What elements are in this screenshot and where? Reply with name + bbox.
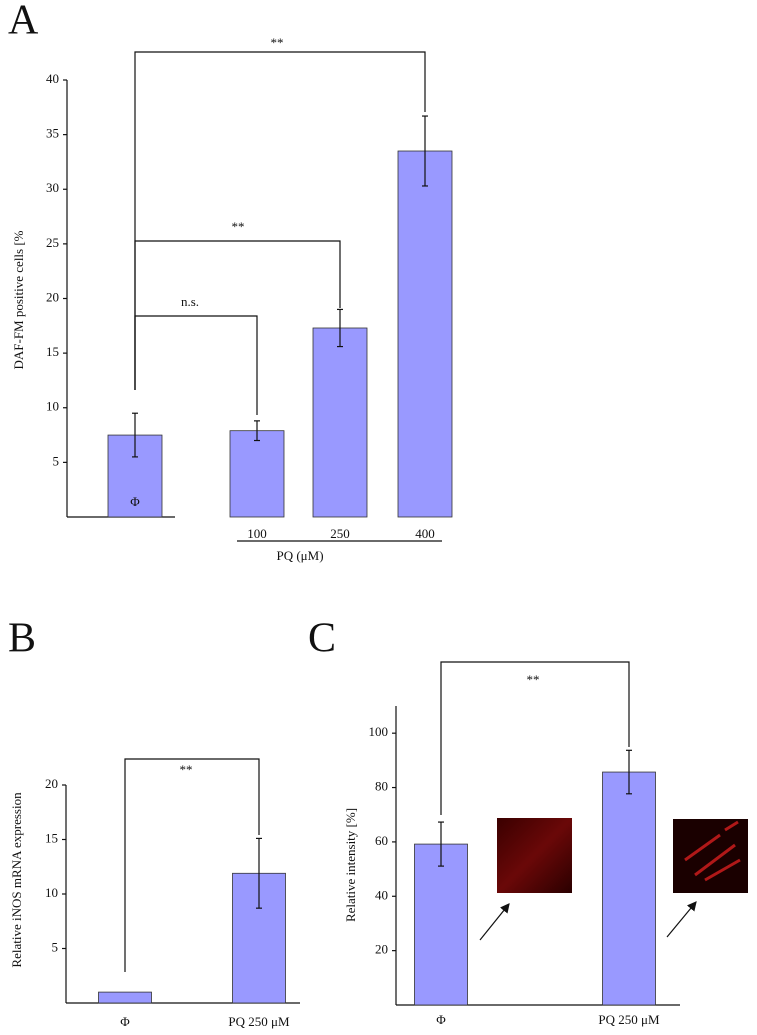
bar [229,430,285,518]
arrow [666,901,697,938]
bar [312,327,368,518]
panel-letter: C [308,616,336,662]
x-tick-label: Φ [436,1012,446,1027]
significance-label: ** [527,672,540,687]
y-axis-label: DAF-FM positive cells [% [11,230,26,369]
x-tick-label: 400 [415,526,435,541]
y-tick-label: 40 [375,887,388,902]
arrow [479,903,510,941]
bar [397,150,453,518]
x-tick-label: 100 [247,526,267,541]
bar [414,843,468,1006]
bar [98,991,152,1004]
micrograph-control [497,818,572,893]
bar [602,771,656,1006]
x-tick-label: PQ 250 μM [598,1012,660,1027]
x-axis-label: PQ (μM) [276,548,323,563]
significance-label: ** [271,35,284,50]
y-tick-label: 20 [375,942,388,957]
panel-letter: B [8,616,36,662]
y-tick-label: 15 [45,830,58,845]
y-tick-label: 25 [46,235,59,250]
significance-label: ** [232,219,245,234]
x-tick-label: PQ 250 μM [228,1014,290,1029]
significance-bracket [134,51,426,390]
significance-bracket [134,315,258,415]
panel-letter: A [8,0,39,44]
significance-label: ** [180,762,193,777]
micrograph-pq [673,819,748,893]
x-tick-label: 250 [330,526,350,541]
y-tick-label: 100 [369,724,389,739]
y-tick-label: 30 [46,180,59,195]
micrograph-cells [684,820,741,882]
y-tick-label: 35 [46,126,59,141]
y-tick-label: 20 [46,289,59,304]
y-tick-label: 20 [45,776,58,791]
x-tick-label: Φ [130,494,140,509]
significance-label: n.s. [181,294,199,309]
y-tick-label: 60 [375,833,388,848]
y-tick-label: 5 [53,453,60,468]
significance-bracket [124,758,260,972]
y-axis-label: Relative iNOS mRNA expression [9,792,24,968]
significance-bracket [440,661,630,815]
y-axis-label: Relative intensity [%] [343,808,358,922]
y-tick-label: 80 [375,779,388,794]
y-tick-label: 5 [52,939,59,954]
y-tick-label: 10 [46,399,59,414]
x-tick-label: Φ [120,1014,130,1029]
y-tick-label: 40 [46,71,59,86]
y-tick-label: 15 [46,344,59,359]
y-tick-label: 10 [45,885,58,900]
